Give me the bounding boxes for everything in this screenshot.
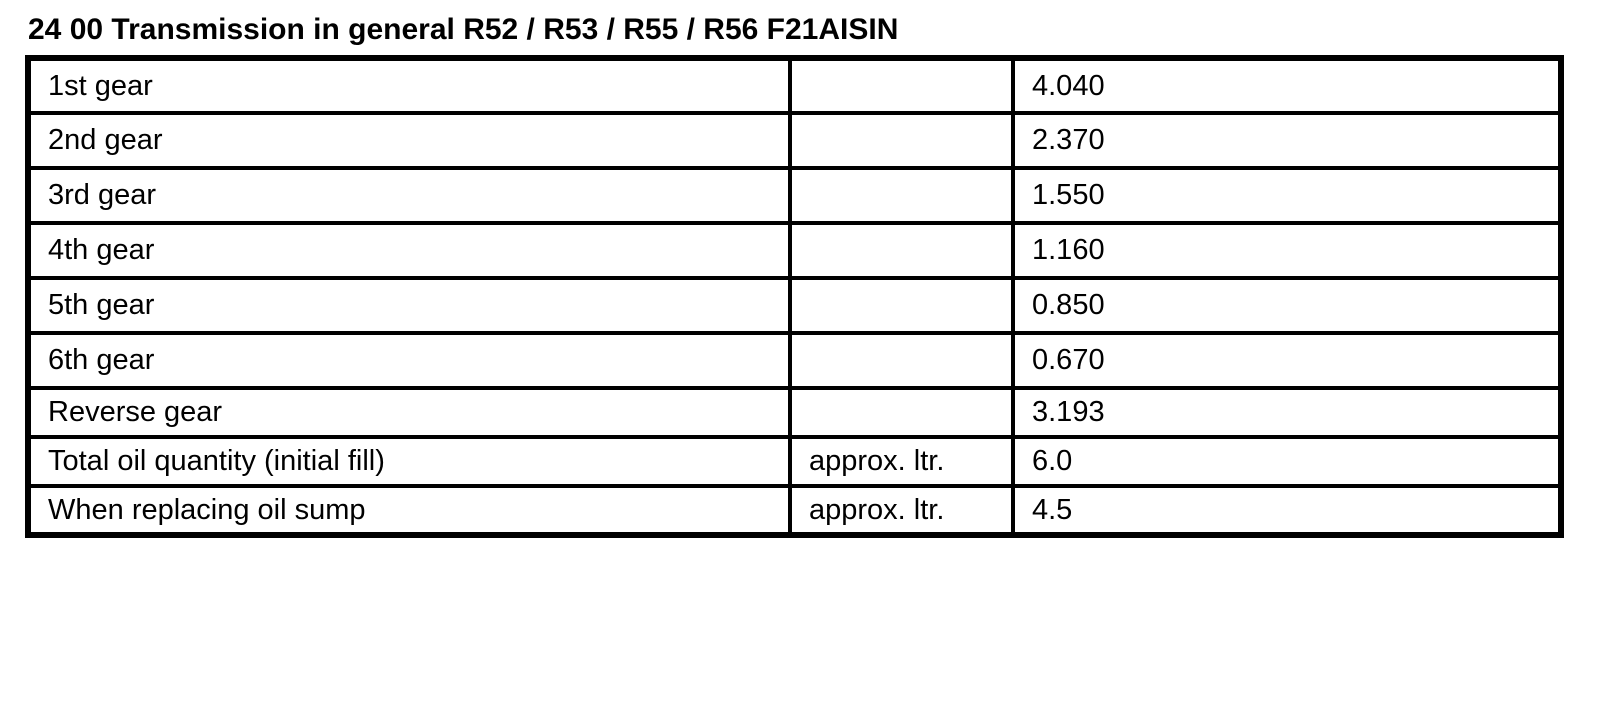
table-row: 4th gear 1.160 [26,221,1563,280]
table-row: When replacing oil sump approx. ltr. 4.5 [26,484,1563,537]
row-label-cell: 6th gear [26,331,792,390]
table-row: Reverse gear 3.193 [26,386,1563,439]
table-row: 1st gear 4.040 [26,56,1563,115]
row-unit-cell [788,276,1015,335]
row-unit-cell [788,386,1015,439]
row-value-cell: 3.193 [1011,386,1563,439]
spec-table-body: 1st gear 4.040 2nd gear 2.370 3rd gear 1… [26,56,1563,537]
row-unit-cell [788,331,1015,390]
row-value-cell: 4.040 [1011,56,1563,115]
row-unit-cell [788,111,1015,170]
row-label-cell: 3rd gear [26,166,792,225]
row-unit-cell [788,221,1015,280]
transmission-spec-table: 1st gear 4.040 2nd gear 2.370 3rd gear 1… [25,55,1564,538]
row-value-cell: 0.670 [1011,331,1563,390]
row-unit-cell [788,166,1015,225]
row-label-cell: 5th gear [26,276,792,335]
row-label-cell: Total oil quantity (initial fill) [26,435,792,488]
row-label-cell: When replacing oil sump [26,484,792,537]
row-value-cell: 2.370 [1011,111,1563,170]
table-row: 3rd gear 1.550 [26,166,1563,225]
row-unit-cell: approx. ltr. [788,435,1015,488]
row-label-cell: 1st gear [26,56,792,115]
row-value-cell: 0.850 [1011,276,1563,335]
table-row: 5th gear 0.850 [26,276,1563,335]
table-row: 6th gear 0.670 [26,331,1563,390]
row-value-cell: 6.0 [1011,435,1563,488]
page-title: 24 00 Transmission in general R52 / R53 … [28,13,899,46]
row-label-cell: 4th gear [26,221,792,280]
table-row: Total oil quantity (initial fill) approx… [26,435,1563,488]
table-row: 2nd gear 2.370 [26,111,1563,170]
row-label-cell: 2nd gear [26,111,792,170]
row-value-cell: 4.5 [1011,484,1563,537]
row-value-cell: 1.160 [1011,221,1563,280]
row-label-cell: Reverse gear [26,386,792,439]
row-value-cell: 1.550 [1011,166,1563,225]
row-unit-cell: approx. ltr. [788,484,1015,537]
row-unit-cell [788,56,1015,115]
